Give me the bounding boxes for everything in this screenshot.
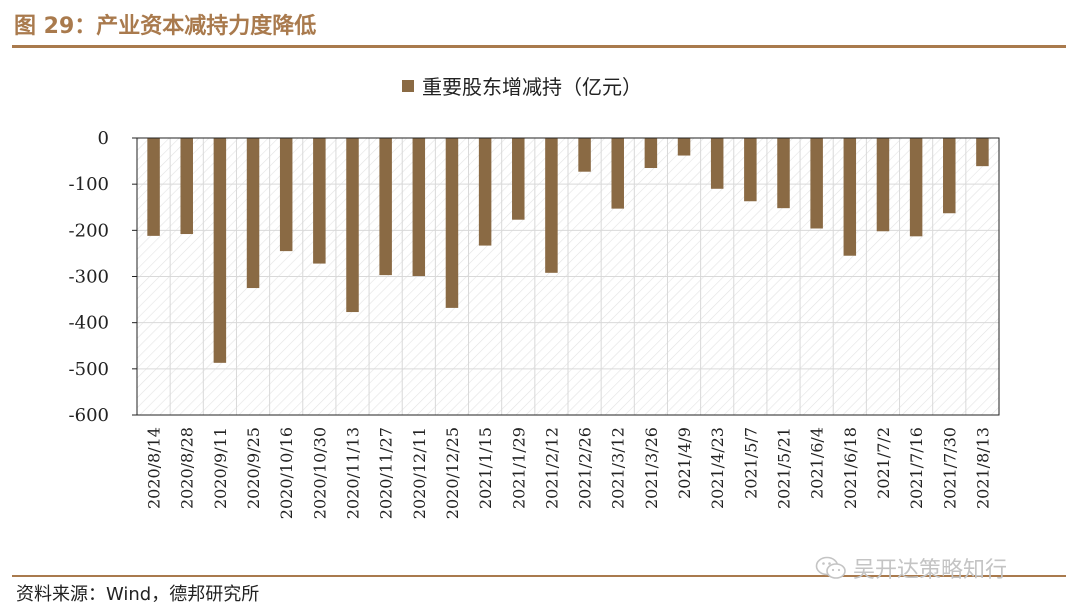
y-tick-label: -600 — [69, 405, 109, 426]
bar — [810, 138, 823, 229]
x-tick-label: 2020/12/11 — [410, 427, 429, 519]
chart-legend: 重要股东增减持（亿元） — [402, 75, 642, 99]
y-tick-label: -300 — [69, 267, 109, 288]
x-tick-label: 2020/12/25 — [443, 427, 462, 519]
bar — [545, 138, 558, 273]
x-tick-label: 2020/11/13 — [344, 427, 363, 519]
x-tick-label: 2021/4/23 — [708, 427, 727, 509]
x-tick-label: 2020/8/28 — [178, 427, 197, 509]
legend-swatch — [402, 80, 414, 92]
bar — [976, 138, 989, 167]
x-tick-label: 2021/4/9 — [675, 427, 694, 499]
bar — [943, 138, 956, 214]
bar — [777, 138, 790, 209]
bar — [677, 138, 691, 156]
x-tick-label: 2021/8/13 — [973, 427, 992, 509]
y-tick-label: -200 — [69, 220, 109, 241]
bar — [744, 138, 757, 202]
x-tick-label: 2020/8/14 — [145, 427, 164, 509]
bar — [246, 138, 260, 289]
title-divider — [12, 45, 1066, 48]
footer-divider — [12, 575, 1066, 577]
x-tick-label: 2021/5/21 — [775, 427, 794, 509]
bar — [213, 138, 227, 363]
y-tick-label: -100 — [69, 174, 109, 195]
bar — [578, 138, 591, 172]
wechat-icon — [815, 555, 847, 581]
bar — [909, 138, 923, 237]
y-tick-label: -500 — [69, 359, 109, 380]
x-tick-label: 2020/11/27 — [377, 427, 396, 519]
x-tick-label: 2021/7/16 — [907, 427, 926, 509]
bar — [313, 138, 326, 264]
y-axis: 0 -100 -200 -300 -400 -500 -600 — [69, 128, 137, 426]
bar — [379, 138, 392, 276]
legend-label: 重要股东增减持（亿元） — [422, 75, 642, 99]
bar — [412, 138, 426, 277]
bar-series — [147, 138, 989, 363]
x-tick-label: 2021/1/29 — [509, 427, 528, 509]
x-tick-label: 2021/5/7 — [741, 427, 760, 499]
x-tick-label: 2020/9/11 — [211, 427, 230, 509]
x-tick-label: 2021/6/4 — [808, 427, 827, 499]
bar — [644, 138, 658, 169]
bar — [478, 138, 492, 246]
watermark: 吴开达策略知行 — [815, 552, 1007, 584]
bar — [843, 138, 857, 256]
figure-title: 图 29：产业资本减持力度降低 — [14, 14, 317, 39]
bar — [512, 138, 525, 220]
source-note: 资料来源：Wind，德邦研究所 — [16, 584, 260, 605]
bar — [180, 138, 193, 235]
y-tick-label: -400 — [69, 313, 109, 334]
watermark-text: 吴开达策略知行 — [853, 558, 1008, 583]
x-tick-label: 2021/7/2 — [874, 427, 893, 499]
x-tick-label: 2020/10/16 — [277, 427, 296, 519]
x-tick-label: 2021/3/26 — [642, 427, 661, 509]
bar — [147, 138, 160, 236]
x-tick-label: 2021/1/15 — [476, 427, 495, 509]
bar — [445, 138, 459, 308]
bar — [611, 138, 624, 209]
x-tick-label: 2021/2/12 — [542, 427, 561, 509]
x-tick-label: 2021/2/26 — [576, 427, 595, 509]
bar — [346, 138, 359, 313]
x-tick-label: 2020/10/30 — [310, 427, 329, 519]
x-axis: 2020/8/14 2020/8/28 2020/9/11 2020/9/25 2020… — [145, 427, 993, 519]
x-tick-label: 2021/3/12 — [609, 427, 628, 509]
bar — [279, 138, 293, 252]
y-tick-label: 0 — [98, 128, 109, 149]
bar-chart: 重要股东增减持（亿元） 0 -100 -200 -300 -400 -500 -600 20… — [69, 75, 1000, 519]
x-tick-label: 2020/9/25 — [244, 427, 263, 509]
x-tick-label: 2021/6/18 — [841, 427, 860, 509]
bar — [876, 138, 890, 232]
x-tick-label: 2021/7/30 — [940, 427, 959, 509]
bar — [710, 138, 724, 189]
